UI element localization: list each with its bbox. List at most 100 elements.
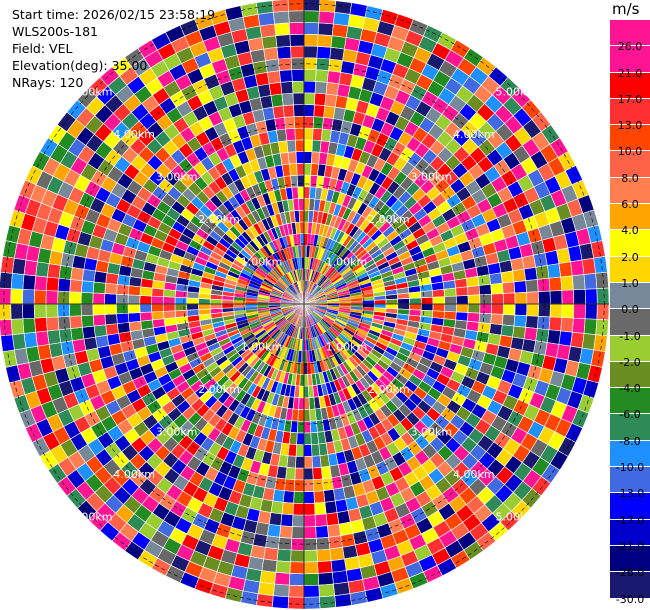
range-gate-cell <box>303 549 318 563</box>
colorbar-tick-label: 0.0 <box>621 303 639 317</box>
range-gate-cell <box>69 279 83 293</box>
colorbar-tick-label: 21.0 <box>617 66 643 80</box>
scan-info: Start time: 2026/02/15 23:58:19 WLS200s-… <box>12 6 215 91</box>
range-gate-cell <box>276 45 292 60</box>
range-gate-cell <box>288 22 305 35</box>
range-gate-cell <box>92 314 106 327</box>
range-ring-label: 3.00km <box>156 171 198 184</box>
range-gate-cell <box>293 479 305 492</box>
range-gate-cell <box>81 314 95 328</box>
range-gate-cell <box>467 294 481 305</box>
range-gate-cell <box>310 432 320 445</box>
range-gate-cell <box>595 319 609 337</box>
range-gate-cell <box>300 233 305 246</box>
range-gate-cell <box>560 317 574 333</box>
range-gate-cell <box>573 288 586 305</box>
range-gate-cell <box>34 275 48 291</box>
range-gate-cell <box>22 317 37 334</box>
range-gate-cell <box>323 489 336 503</box>
range-gate-cell <box>83 336 98 351</box>
range-gate-cell <box>333 581 351 596</box>
range-gate-cell <box>491 303 504 315</box>
colorbar-tick-label: 26.0 <box>617 40 643 54</box>
range-gate-cell <box>284 478 296 492</box>
range-gate-cell <box>263 47 279 62</box>
range-gate-cell <box>313 490 326 504</box>
range-gate-cell <box>259 23 277 38</box>
range-gate-cell <box>317 22 334 37</box>
range-ring-label: 2.00km <box>368 213 410 226</box>
colorbar-tick-label: -17.0 <box>615 513 645 527</box>
range-gate-cell <box>0 271 13 289</box>
range-gate-cell <box>308 397 316 410</box>
range-gate-cell <box>303 0 321 12</box>
range-gate-cell <box>590 349 606 368</box>
range-gate-cell <box>548 316 563 332</box>
range-gate-cell <box>104 282 118 295</box>
range-gate-cell <box>92 292 106 305</box>
range-gate-cell <box>81 280 95 294</box>
range-gate-cell <box>297 186 305 199</box>
range-gate-cell <box>104 303 117 315</box>
range-ring-label: 2.00km <box>368 383 410 396</box>
range-gate-cell <box>266 70 282 85</box>
range-gate-cell <box>526 303 539 317</box>
range-gate-cell <box>373 299 387 305</box>
range-gate-cell <box>314 513 328 527</box>
range-gate-cell <box>330 35 347 50</box>
range-gate-cell <box>293 104 305 117</box>
range-gate-cell <box>303 444 313 457</box>
range-gate-cell <box>0 287 12 305</box>
range-gate-cell <box>303 186 311 199</box>
range-gate-cell <box>303 350 308 363</box>
range-gate-cell <box>174 309 188 318</box>
range-gate-cell <box>174 296 188 305</box>
range-gate-cell <box>549 303 563 318</box>
range-gate-cell <box>272 105 285 119</box>
range-gate-cell <box>303 432 312 446</box>
range-gate-cell <box>583 273 598 290</box>
range-gate-cell <box>317 560 333 574</box>
range-gate-cell <box>282 104 295 118</box>
range-gate-cell <box>277 537 293 551</box>
range-gate-cell <box>280 81 294 95</box>
range-gate-cell <box>318 10 335 25</box>
range-gate-cell <box>312 467 323 481</box>
range-gate-cell <box>233 303 246 308</box>
range-gate-cell <box>288 573 305 586</box>
range-gate-cell <box>525 279 539 293</box>
range-gate-cell <box>276 548 292 563</box>
range-gate-cell <box>292 198 300 211</box>
range-gate-cell <box>303 22 320 35</box>
range-gate-cell <box>279 525 293 539</box>
range-gate-cell <box>593 255 608 274</box>
range-gate-cell <box>298 209 305 223</box>
range-gate-cell <box>570 331 585 349</box>
range-gate-cell <box>292 514 305 528</box>
range-gate-cell <box>303 596 321 610</box>
range-gate-cell <box>273 10 290 25</box>
range-gate-cell <box>299 221 305 235</box>
range-ring-label: 1.00km <box>241 340 283 353</box>
range-gate-cell <box>319 595 337 609</box>
range-gate-cell <box>128 320 143 332</box>
range-gate-cell <box>257 12 275 27</box>
range-gate-cell <box>261 35 278 50</box>
range-gate-cell <box>127 312 141 323</box>
range-gate-cell <box>467 285 481 296</box>
range-gate-cell <box>311 139 322 153</box>
range-gate-cell <box>303 116 315 129</box>
range-gate-cell <box>581 257 596 275</box>
range-gate-cell <box>443 287 457 297</box>
range-gate-cell <box>320 465 332 480</box>
range-gate-cell <box>331 570 349 585</box>
range-gate-cell <box>502 281 516 294</box>
range-gate-cell <box>274 117 286 131</box>
range-gate-cell <box>523 266 538 282</box>
range-gate-cell <box>303 455 313 469</box>
range-gate-cell <box>303 491 315 504</box>
range-gate-cell <box>23 259 38 277</box>
range-gate-cell <box>303 10 320 24</box>
range-gate-cell <box>303 69 317 82</box>
range-gate-cell <box>316 548 332 563</box>
